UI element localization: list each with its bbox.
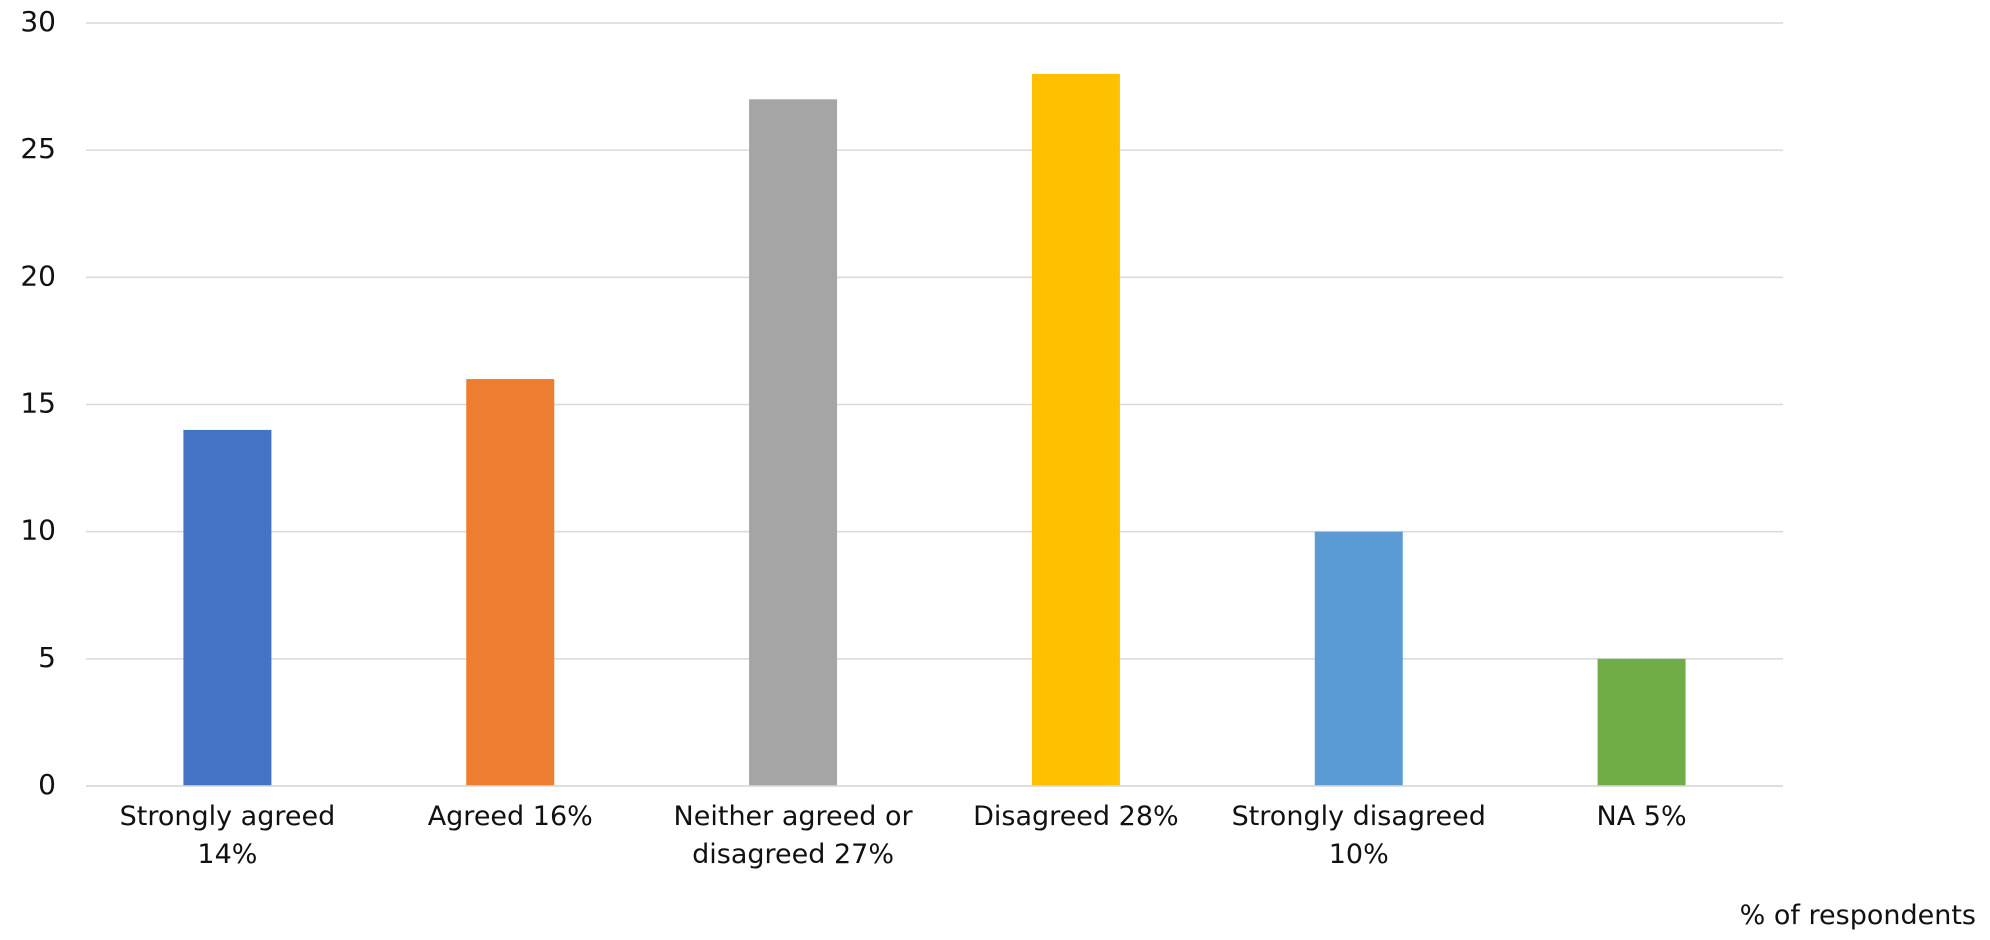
x-axis-label: % of respondents: [1739, 900, 1976, 931]
y-tick-label: 25: [20, 132, 56, 165]
x-tick-label: Neither agreed or disagreed 27%: [673, 801, 913, 870]
bar: [1597, 658, 1686, 786]
y-tick-label: 20: [20, 259, 56, 292]
x-tick-label: Disagreed 28%: [973, 801, 1179, 832]
bar: [1314, 531, 1403, 786]
x-tick-label: NA 5%: [1596, 801, 1687, 832]
x-tick-label: Strongly agreed 14%: [119, 801, 336, 870]
bar: [749, 99, 838, 787]
y-tick-label: 30: [20, 5, 56, 38]
y-tick-label: 5: [38, 641, 56, 674]
y-tick-label: 10: [20, 514, 56, 547]
bar: [1031, 73, 1120, 786]
bar: [183, 429, 272, 786]
x-tick-label: Agreed 16%: [427, 801, 593, 832]
x-tick-label: Strongly disagreed 10%: [1231, 801, 1486, 870]
bar: [466, 379, 555, 786]
y-tick-label: 0: [38, 768, 56, 801]
y-tick-label: 15: [20, 387, 56, 420]
